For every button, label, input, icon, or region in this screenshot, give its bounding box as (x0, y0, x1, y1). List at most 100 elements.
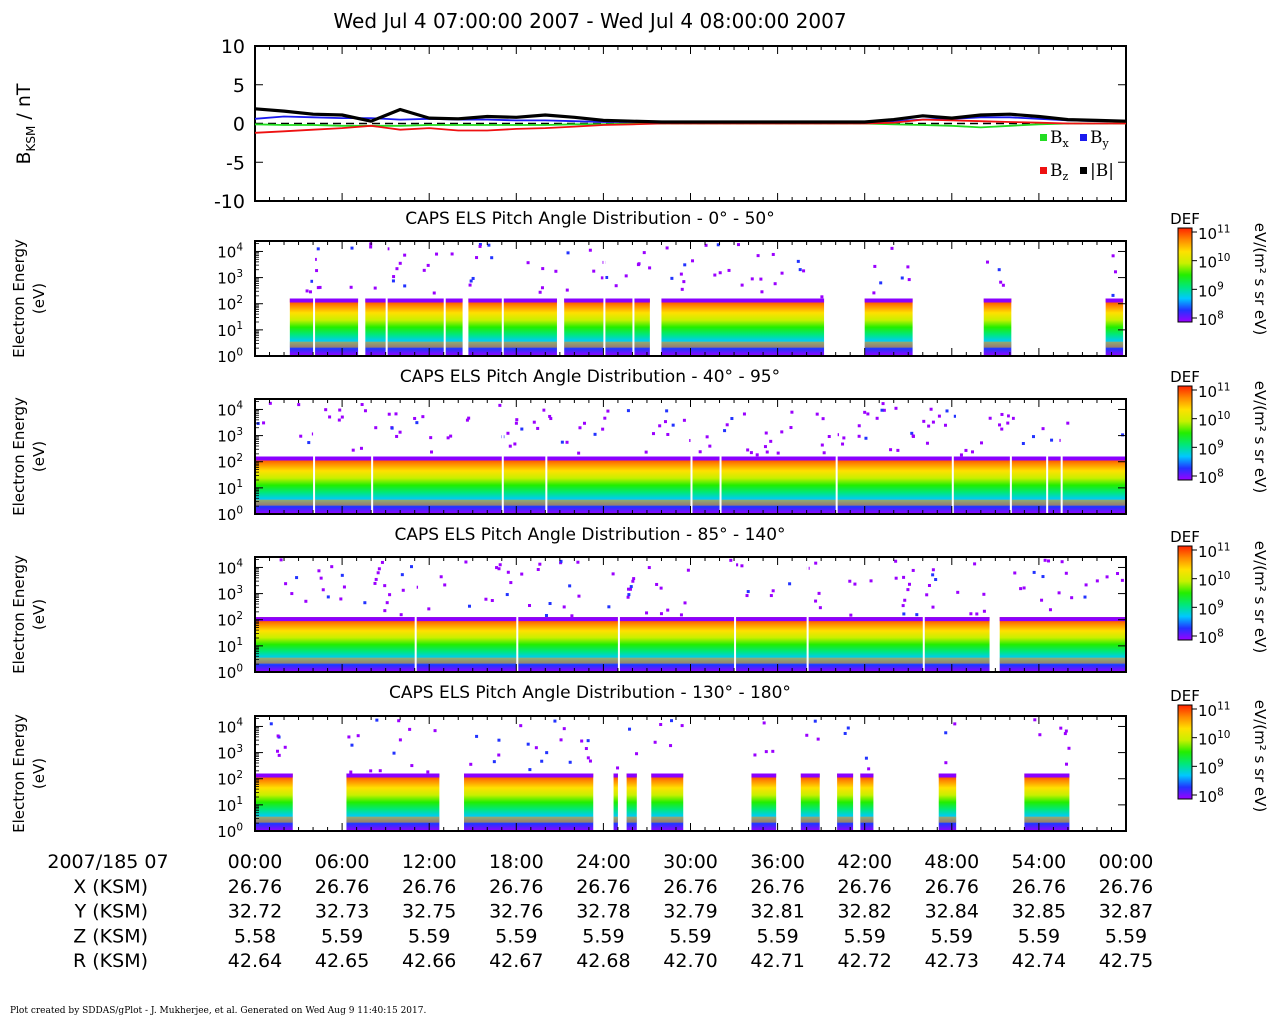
speckle (746, 448, 750, 452)
speckle (655, 582, 659, 586)
speckle (805, 733, 809, 737)
speckle (642, 251, 646, 255)
speckle (363, 601, 367, 605)
ephemeris-label: Y (KSM) (74, 901, 148, 923)
speckle (340, 415, 344, 419)
energy-ylabel: Electron Energy (10, 714, 28, 833)
ephemeris-value: 32.72 (228, 901, 282, 923)
speckle (902, 575, 906, 579)
speckle (297, 403, 301, 407)
speckle (398, 738, 402, 742)
speckle (586, 739, 590, 743)
ephemeris-value: 5.59 (408, 925, 450, 947)
speckle (562, 605, 566, 609)
speckle (746, 590, 750, 594)
speckle (588, 759, 592, 763)
data-band (800, 816, 820, 823)
speckle (316, 286, 320, 290)
legend-label-bx: Bx (1050, 128, 1070, 150)
speckle (1111, 254, 1115, 258)
speckle (279, 558, 283, 562)
legend-swatch-by (1080, 134, 1087, 141)
speckle (397, 719, 401, 723)
speckle (373, 581, 377, 585)
speckle (532, 420, 536, 424)
speckle (349, 285, 353, 289)
speckle (842, 436, 846, 440)
data-band (837, 816, 854, 823)
speckle (398, 261, 402, 265)
speckle (1000, 412, 1004, 416)
speckle (540, 759, 544, 763)
speckle (872, 291, 876, 295)
speckle (385, 601, 389, 605)
data-gap (545, 399, 548, 514)
speckle (691, 259, 695, 263)
ephemeris-value: 42.67 (489, 950, 543, 972)
speckle (526, 261, 530, 265)
speckle (1084, 583, 1088, 587)
speckle (439, 575, 443, 579)
colorbar-tick-label: 1010 (1198, 410, 1230, 430)
energy-ylabel: Electron Energy (10, 239, 28, 358)
speckle (605, 275, 609, 279)
ephemeris-value: 42.65 (315, 950, 369, 972)
data-band (346, 816, 440, 823)
speckle (578, 426, 582, 430)
time-tick-label: 36:00 (750, 851, 805, 873)
speckle (568, 760, 572, 764)
speckle (729, 558, 733, 562)
speckle (308, 290, 312, 294)
speckle (386, 247, 390, 251)
speckle (553, 719, 557, 723)
ephemeris-value: 5.59 (495, 925, 537, 947)
data-edge (651, 773, 684, 778)
speckle (565, 440, 569, 444)
speckle (390, 426, 394, 430)
speckle (894, 559, 898, 563)
data-gap (719, 399, 722, 514)
speckle (683, 263, 687, 267)
speckle (869, 579, 873, 583)
data-edge (837, 773, 854, 778)
data-edge (860, 773, 874, 778)
speckle (538, 562, 542, 566)
speckle (449, 434, 453, 438)
colorbar-unit: eV/(m² s sr eV) (1251, 223, 1269, 335)
data-gap (835, 399, 838, 514)
speckle (326, 595, 330, 599)
colorbar-unit: eV/(m² s sr eV) (1251, 700, 1269, 812)
speckle (360, 403, 364, 407)
speckle (910, 431, 914, 435)
speckle (1070, 596, 1074, 600)
colorbar-tick-label: 1011 (1198, 223, 1230, 243)
ephemeris-value: 26.76 (663, 876, 717, 898)
speckle (651, 432, 655, 436)
y-tick-label: 5 (233, 75, 245, 97)
speckle (771, 252, 775, 256)
y-tick-label: 101 (217, 320, 243, 340)
data-band (864, 341, 913, 348)
speckle (1105, 575, 1109, 579)
speckle (863, 410, 867, 414)
speckle (848, 579, 852, 583)
speckle (881, 402, 885, 406)
speckle (328, 415, 332, 419)
speckle (929, 407, 933, 411)
y-tick-label: -10 (214, 191, 245, 213)
speckle (540, 286, 544, 290)
speckle (1031, 435, 1035, 439)
speckle (1038, 733, 1042, 737)
legend-swatch-bmag (1080, 167, 1087, 174)
speckle (773, 282, 777, 286)
ephemeris-value: 5.59 (1018, 925, 1060, 947)
colorbar-tick-label: 109 (1198, 281, 1224, 301)
y-tick-label: 102 (217, 769, 243, 789)
speckle (560, 440, 564, 444)
speckle (586, 756, 590, 760)
data-edge (800, 773, 820, 778)
speckle (635, 752, 639, 756)
speckle (725, 423, 729, 427)
speckle (426, 263, 430, 267)
speckle (890, 246, 894, 250)
